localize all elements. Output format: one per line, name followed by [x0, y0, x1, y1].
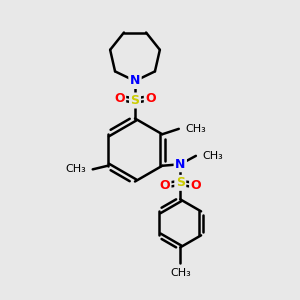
Text: S: S — [176, 176, 185, 189]
Text: O: O — [159, 179, 170, 192]
Text: CH₃: CH₃ — [202, 151, 223, 161]
Text: N: N — [130, 74, 140, 88]
Text: O: O — [190, 179, 201, 192]
Text: O: O — [145, 92, 156, 105]
Text: CH₃: CH₃ — [185, 124, 206, 134]
Text: CH₃: CH₃ — [65, 164, 86, 174]
Text: N: N — [175, 158, 185, 171]
Text: CH₃: CH₃ — [170, 268, 191, 278]
Text: O: O — [114, 92, 125, 105]
Text: S: S — [130, 94, 140, 107]
